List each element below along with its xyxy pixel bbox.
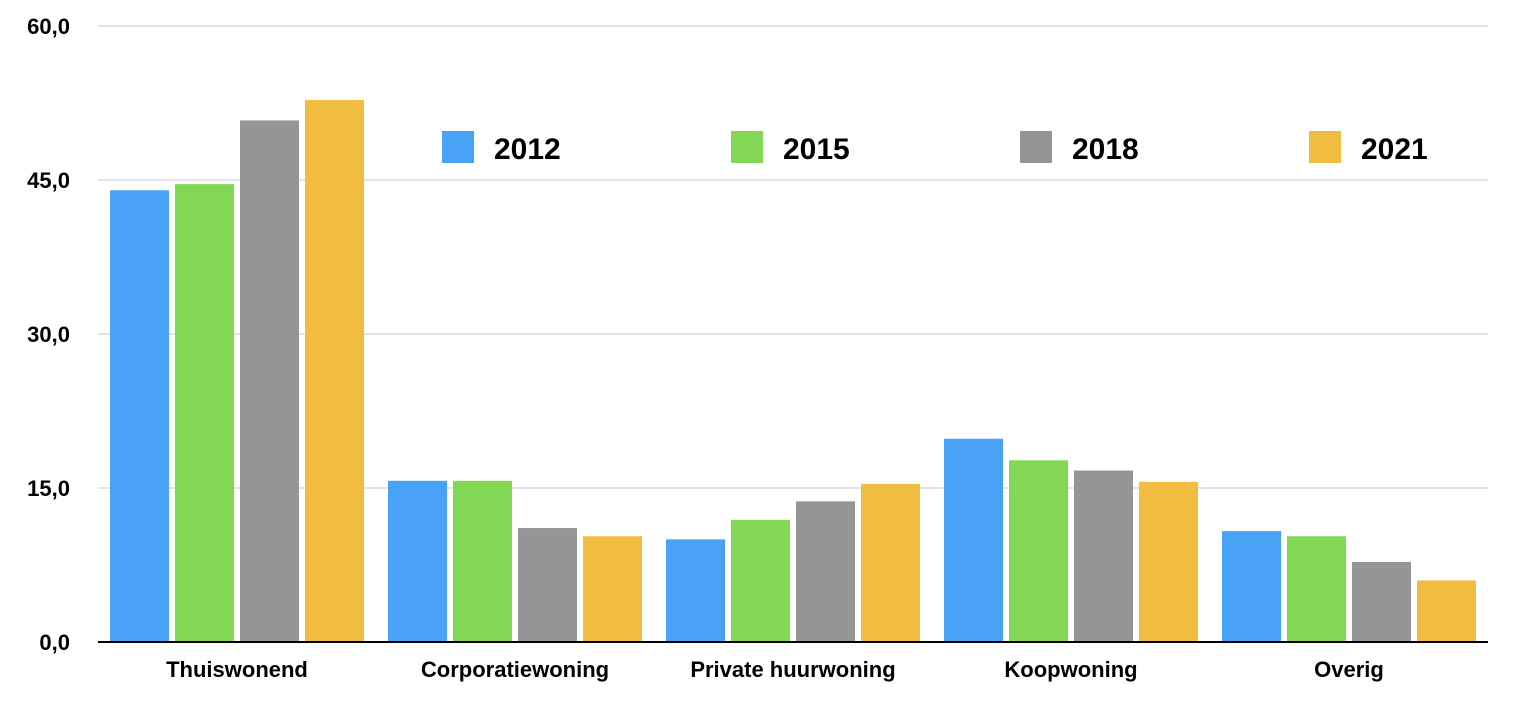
y-tick-label: 30,0: [27, 322, 70, 347]
bar-2015-private-huurwoning: [731, 519, 790, 642]
bar-2015-corporatiewoning: [453, 480, 512, 642]
bar-2015-koopwoning: [1009, 460, 1068, 642]
bar-2018-overig: [1352, 561, 1411, 642]
legend-label-2012: 2012: [494, 133, 561, 166]
bar-2021-private-huurwoning: [861, 483, 920, 642]
bar-2015-thuiswonend: [175, 184, 234, 642]
bars: [110, 99, 1476, 643]
category-label: Koopwoning: [1004, 657, 1137, 682]
bar-2012-thuiswonend: [110, 190, 169, 642]
legend-swatch-2018: [1020, 131, 1052, 163]
bar-2012-overig: [1222, 531, 1281, 642]
y-tick-label: 45,0: [27, 168, 70, 193]
y-axis-ticks: 0,0 15,0 30,0 45,0 60,0: [27, 14, 70, 655]
bar-2021-corporatiewoning: [583, 536, 642, 642]
bar-2012-corporatiewoning: [388, 480, 447, 642]
y-tick-label: 60,0: [27, 14, 70, 39]
y-tick-label: 15,0: [27, 476, 70, 501]
bar-2012-koopwoning: [944, 438, 1003, 642]
legend-swatch-2015: [731, 131, 763, 163]
y-tick-label: 0,0: [39, 630, 70, 655]
bar-2012-private-huurwoning: [666, 539, 725, 642]
legend-swatch-2012: [442, 131, 474, 163]
category-labels: Thuiswonend Corporatiewoning Private huurw…: [166, 657, 1384, 682]
category-label: Thuiswonend: [166, 657, 308, 682]
legend-label-2015: 2015: [783, 133, 850, 166]
category-label: Overig: [1314, 657, 1384, 682]
category-label: Corporatiewoning: [421, 657, 609, 682]
bar-2021-overig: [1417, 580, 1476, 642]
legend-label-2018: 2018: [1072, 133, 1139, 166]
bar-2018-private-huurwoning: [796, 501, 855, 642]
legend: 2012 2015 2018 2021: [442, 131, 1428, 166]
legend-swatch-2021: [1309, 131, 1341, 163]
bar-2015-overig: [1287, 536, 1346, 642]
category-label: Private huurwoning: [690, 657, 895, 682]
bar-2018-thuiswonend: [240, 120, 299, 643]
bar-2021-thuiswonend: [305, 99, 364, 643]
bar-2018-corporatiewoning: [518, 528, 577, 642]
bar-2018-koopwoning: [1074, 470, 1133, 642]
legend-label-2021: 2021: [1361, 133, 1428, 166]
bar-2021-koopwoning: [1139, 481, 1198, 642]
